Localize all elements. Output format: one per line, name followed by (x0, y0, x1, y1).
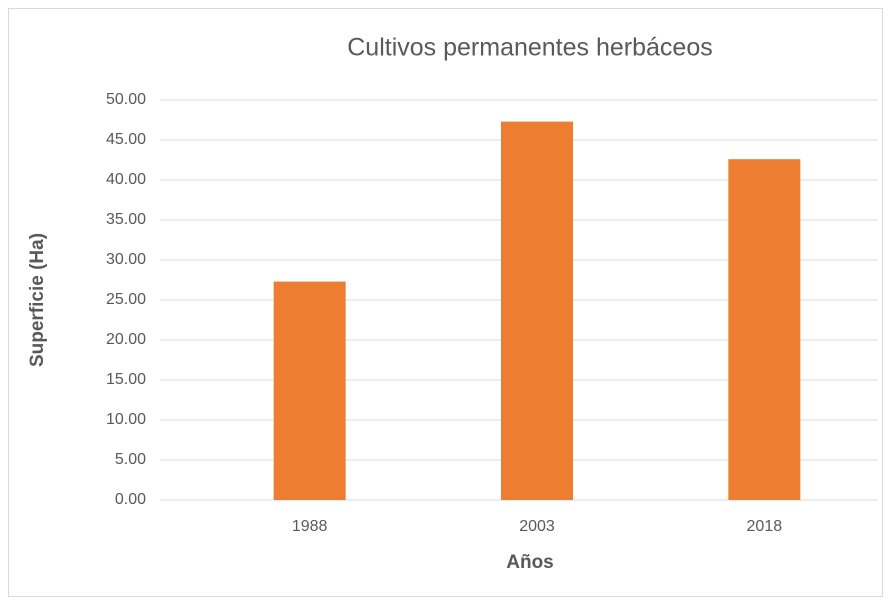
y-tick-label: 30.00 (106, 251, 146, 268)
y-tick-label: 10.00 (106, 411, 146, 428)
y-axis-title: Superficie (Ha) (27, 233, 48, 367)
bar (273, 281, 346, 500)
chart-title: Cultivos permanentes herbáceos (347, 34, 712, 62)
x-tick-label: 2003 (519, 518, 555, 535)
y-tick-label: 15.00 (106, 371, 146, 388)
y-tick-label: 5.00 (115, 451, 146, 468)
y-tick-label: 50.00 (106, 91, 146, 108)
x-tick-label: 2018 (747, 518, 783, 535)
x-tick-label: 1988 (292, 518, 328, 535)
bar (728, 159, 801, 500)
y-tick-label: 20.00 (106, 331, 146, 348)
y-tick-label: 35.00 (106, 211, 146, 228)
y-tick-label: 25.00 (106, 291, 146, 308)
bar (501, 121, 573, 500)
y-tick-label: 45.00 (106, 131, 146, 148)
x-axis-title: Años (506, 552, 554, 573)
y-tick-label: 40.00 (106, 171, 146, 188)
y-tick-label: 0.00 (115, 491, 146, 508)
